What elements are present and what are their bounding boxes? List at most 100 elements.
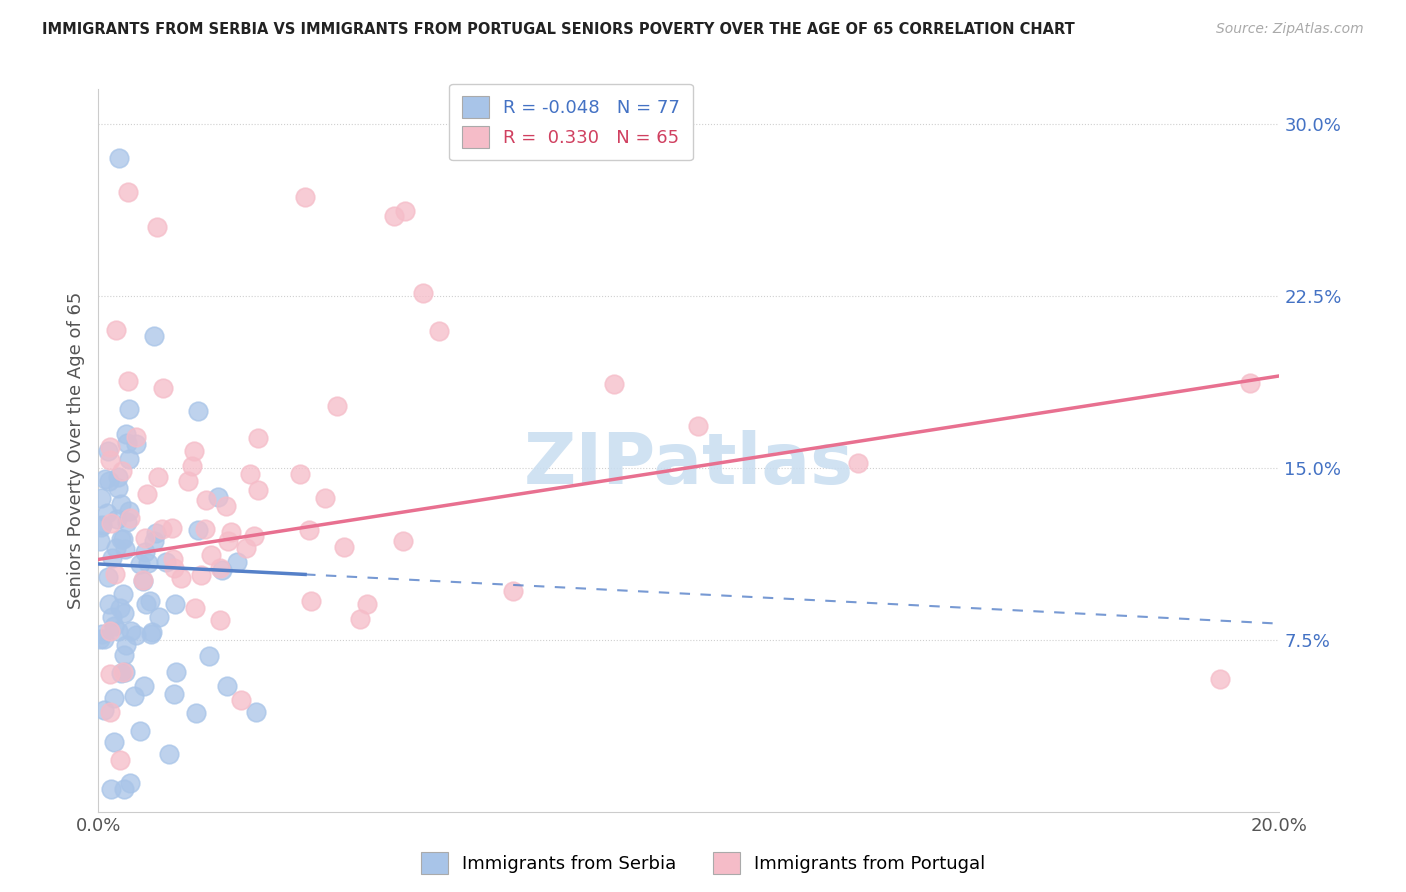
Point <box>288 467 311 481</box>
Point <box>132 573 155 587</box>
Point <box>120 776 142 790</box>
Point <box>108 151 131 165</box>
Point <box>91 627 114 641</box>
Point <box>115 515 138 529</box>
Legend: Immigrants from Serbia, Immigrants from Portugal: Immigrants from Serbia, Immigrants from … <box>413 845 993 881</box>
Point <box>1239 376 1261 390</box>
Point <box>214 499 236 513</box>
Point <box>90 520 112 534</box>
Point <box>115 427 138 442</box>
Point <box>100 550 122 565</box>
Point <box>124 437 146 451</box>
Point <box>219 524 242 539</box>
Point <box>245 705 267 719</box>
Point <box>139 626 162 640</box>
Point <box>243 529 266 543</box>
Point <box>112 648 135 662</box>
Point <box>333 540 356 554</box>
Point <box>603 377 626 392</box>
Point <box>105 541 128 556</box>
Point <box>93 632 115 646</box>
Point <box>209 613 232 627</box>
Text: ZIPatlas: ZIPatlas <box>524 431 853 500</box>
Point <box>107 481 129 495</box>
Legend: R = -0.048   N = 77, R =  0.330   N = 65: R = -0.048 N = 77, R = 0.330 N = 65 <box>449 84 693 161</box>
Point <box>89 632 111 646</box>
Point <box>110 532 132 546</box>
Point <box>247 431 270 445</box>
Point <box>105 512 128 526</box>
Point <box>110 497 132 511</box>
Point <box>226 555 249 569</box>
Point <box>112 606 135 620</box>
Point <box>190 568 212 582</box>
Point <box>125 429 148 443</box>
Point <box>146 219 169 234</box>
Point <box>217 534 239 549</box>
Point <box>134 545 156 559</box>
Point <box>186 706 208 720</box>
Point <box>134 679 156 693</box>
Point <box>117 374 139 388</box>
Point <box>198 648 221 663</box>
Point <box>427 324 450 338</box>
Point <box>98 597 121 611</box>
Point <box>97 444 120 458</box>
Point <box>104 323 127 337</box>
Point <box>163 598 186 612</box>
Point <box>184 601 207 615</box>
Point <box>382 210 405 224</box>
Point <box>98 667 121 681</box>
Point <box>118 504 141 518</box>
Point <box>93 472 115 486</box>
Point <box>239 467 262 481</box>
Point <box>111 464 134 478</box>
Point <box>143 534 166 549</box>
Point <box>114 781 136 796</box>
Point <box>299 594 322 608</box>
Point <box>187 523 209 537</box>
Point <box>162 687 184 701</box>
Point <box>141 625 163 640</box>
Point <box>138 594 160 608</box>
Point <box>97 570 120 584</box>
Point <box>177 474 200 488</box>
Point <box>120 624 142 638</box>
Point <box>1209 672 1232 686</box>
Point <box>103 619 125 633</box>
Point <box>686 418 709 433</box>
Point <box>162 552 184 566</box>
Point <box>246 483 269 497</box>
Text: IMMIGRANTS FROM SERBIA VS IMMIGRANTS FROM PORTUGAL SENIORS POVERTY OVER THE AGE : IMMIGRANTS FROM SERBIA VS IMMIGRANTS FRO… <box>42 22 1076 37</box>
Point <box>101 610 124 624</box>
Point <box>392 533 415 548</box>
Point <box>107 470 129 484</box>
Point <box>157 747 180 762</box>
Point <box>118 511 141 525</box>
Point <box>114 541 136 556</box>
Point <box>114 665 136 679</box>
Point <box>181 459 204 474</box>
Point <box>115 436 138 450</box>
Point <box>103 691 125 706</box>
Point <box>298 523 321 537</box>
Point <box>107 624 129 638</box>
Point <box>110 666 132 681</box>
Point <box>90 491 112 505</box>
Point <box>135 597 157 611</box>
Point <box>325 400 347 414</box>
Point <box>148 610 170 624</box>
Point <box>412 286 434 301</box>
Point <box>207 491 229 505</box>
Point <box>215 680 238 694</box>
Point <box>155 556 177 570</box>
Point <box>152 380 174 394</box>
Point <box>98 706 121 720</box>
Point <box>117 186 139 200</box>
Point <box>98 624 121 638</box>
Point <box>200 548 222 562</box>
Point <box>145 526 167 541</box>
Point <box>129 558 152 572</box>
Point <box>136 487 159 501</box>
Point <box>98 440 121 454</box>
